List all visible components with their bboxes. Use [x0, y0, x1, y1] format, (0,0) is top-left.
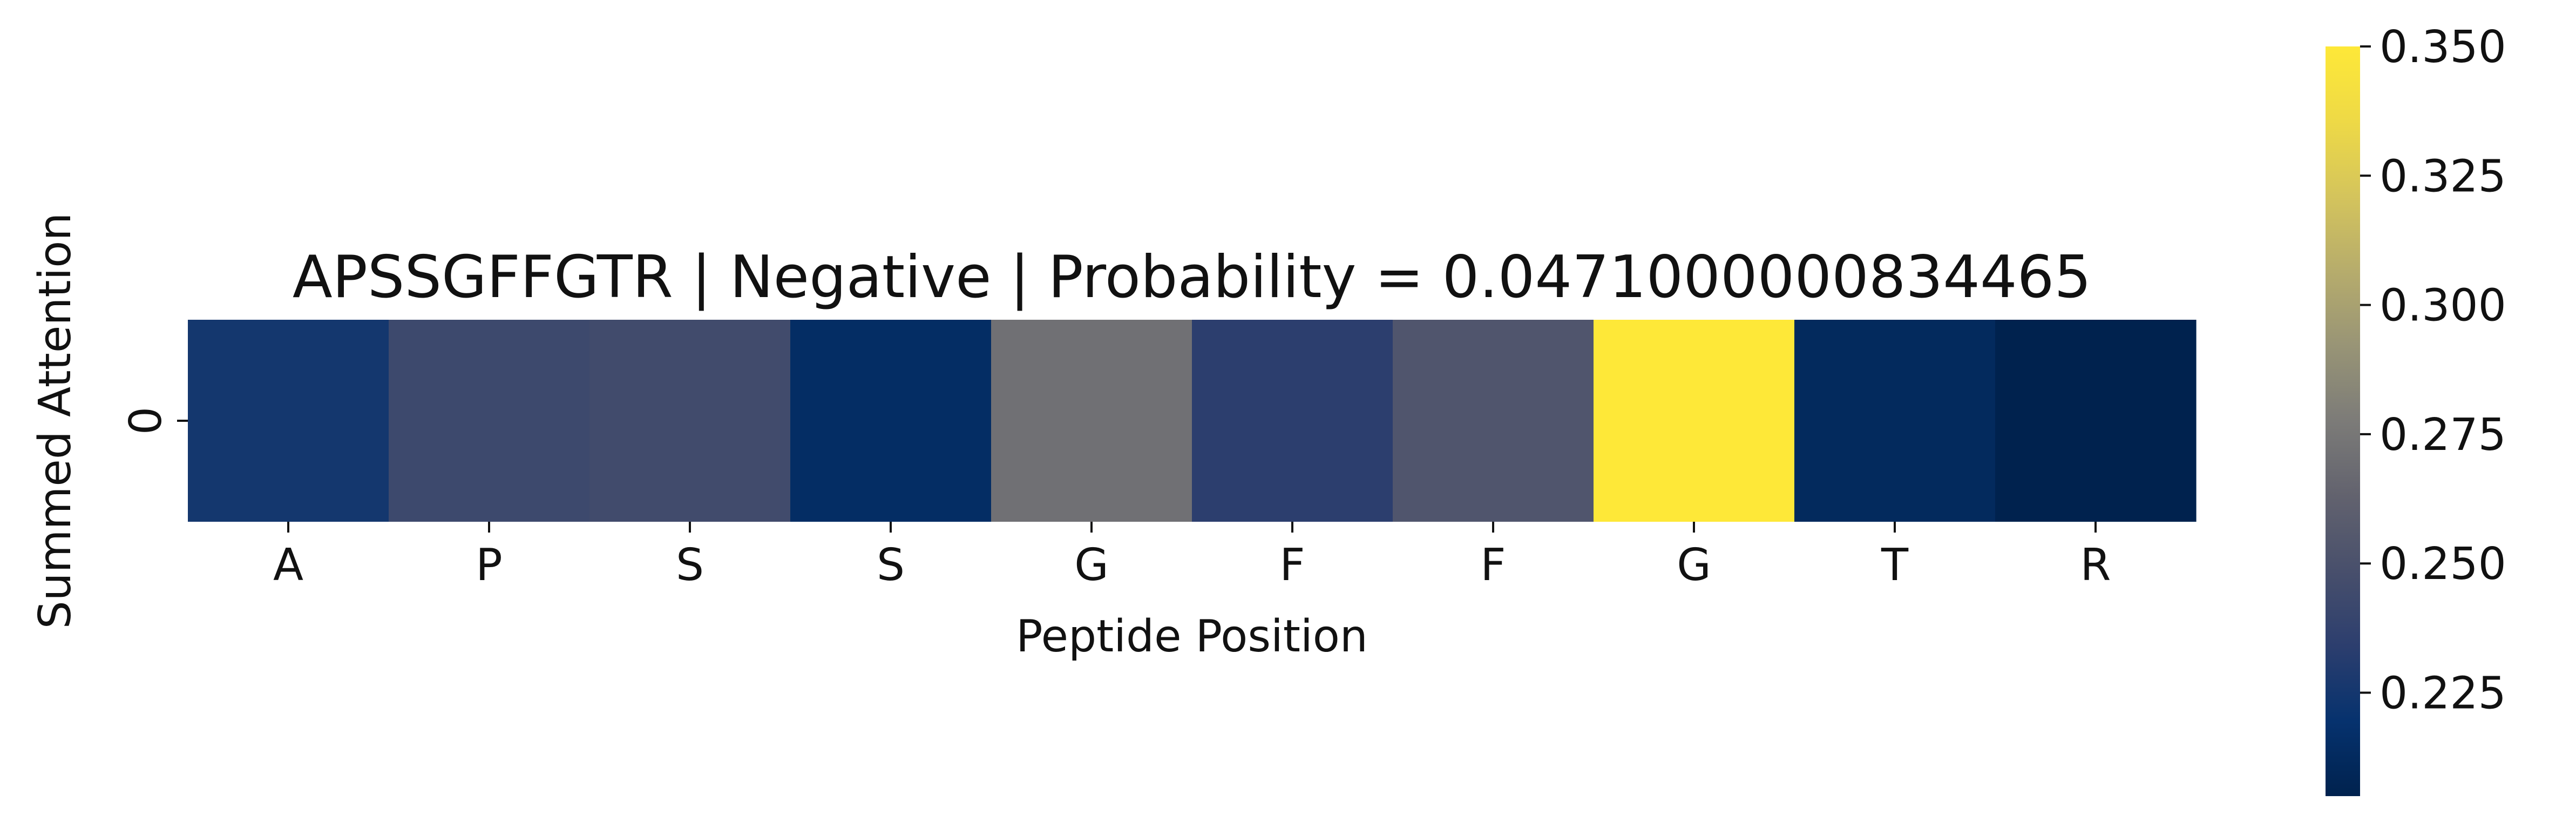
chart-title: APSSGFFGTR | Negative | Probability = 0.…: [293, 244, 2091, 311]
heatmap-cells: [188, 320, 2197, 522]
colorbar-tick-label: 0.300: [2380, 280, 2506, 332]
colorbar-tick-label: 0.275: [2380, 409, 2506, 461]
colorbar-gradient: [2326, 46, 2360, 796]
heatmap-cell: [991, 320, 1192, 522]
y-axis-label: Summed Attention: [30, 213, 81, 629]
colorbar-tick-label: 0.350: [2380, 22, 2506, 73]
x-axis-label: Peptide Position: [1016, 611, 1368, 662]
x-tick-label: G: [1677, 540, 1711, 591]
x-tick-label: R: [2080, 540, 2111, 591]
heatmap-cell: [1794, 320, 1996, 522]
colorbar-ticks: 0.225 0.250 0.275 0.300 0.325 0.350: [2360, 22, 2506, 719]
heatmap-cell: [1393, 320, 1594, 522]
heatmap-cell: [1594, 320, 1795, 522]
colorbar-tick-label: 0.225: [2380, 668, 2506, 719]
colorbar-tick-label: 0.325: [2380, 151, 2506, 202]
y-tick-label: 0: [120, 407, 172, 435]
x-tick-label: T: [1881, 540, 1909, 591]
colorbar-tick-label: 0.250: [2380, 538, 2506, 590]
x-tick-label: F: [1480, 540, 1506, 591]
colorbar: 0.225 0.250 0.275 0.300 0.325 0.350: [2326, 22, 2506, 796]
heatmap-cell: [790, 320, 992, 522]
x-tick-label: A: [273, 540, 303, 591]
x-tick-label: G: [1074, 540, 1109, 591]
heatmap-cell: [1192, 320, 1393, 522]
heatmap-cell: [589, 320, 791, 522]
heatmap-cell: [389, 320, 590, 522]
heatmap-cell: [1995, 320, 2197, 522]
heatmap-cell: [188, 320, 389, 522]
x-tick-label: P: [476, 540, 502, 591]
x-tick-label: S: [877, 540, 905, 591]
y-axis-ticks: 0: [120, 407, 188, 435]
x-tick-label: F: [1279, 540, 1305, 591]
x-tick-label: S: [676, 540, 704, 591]
